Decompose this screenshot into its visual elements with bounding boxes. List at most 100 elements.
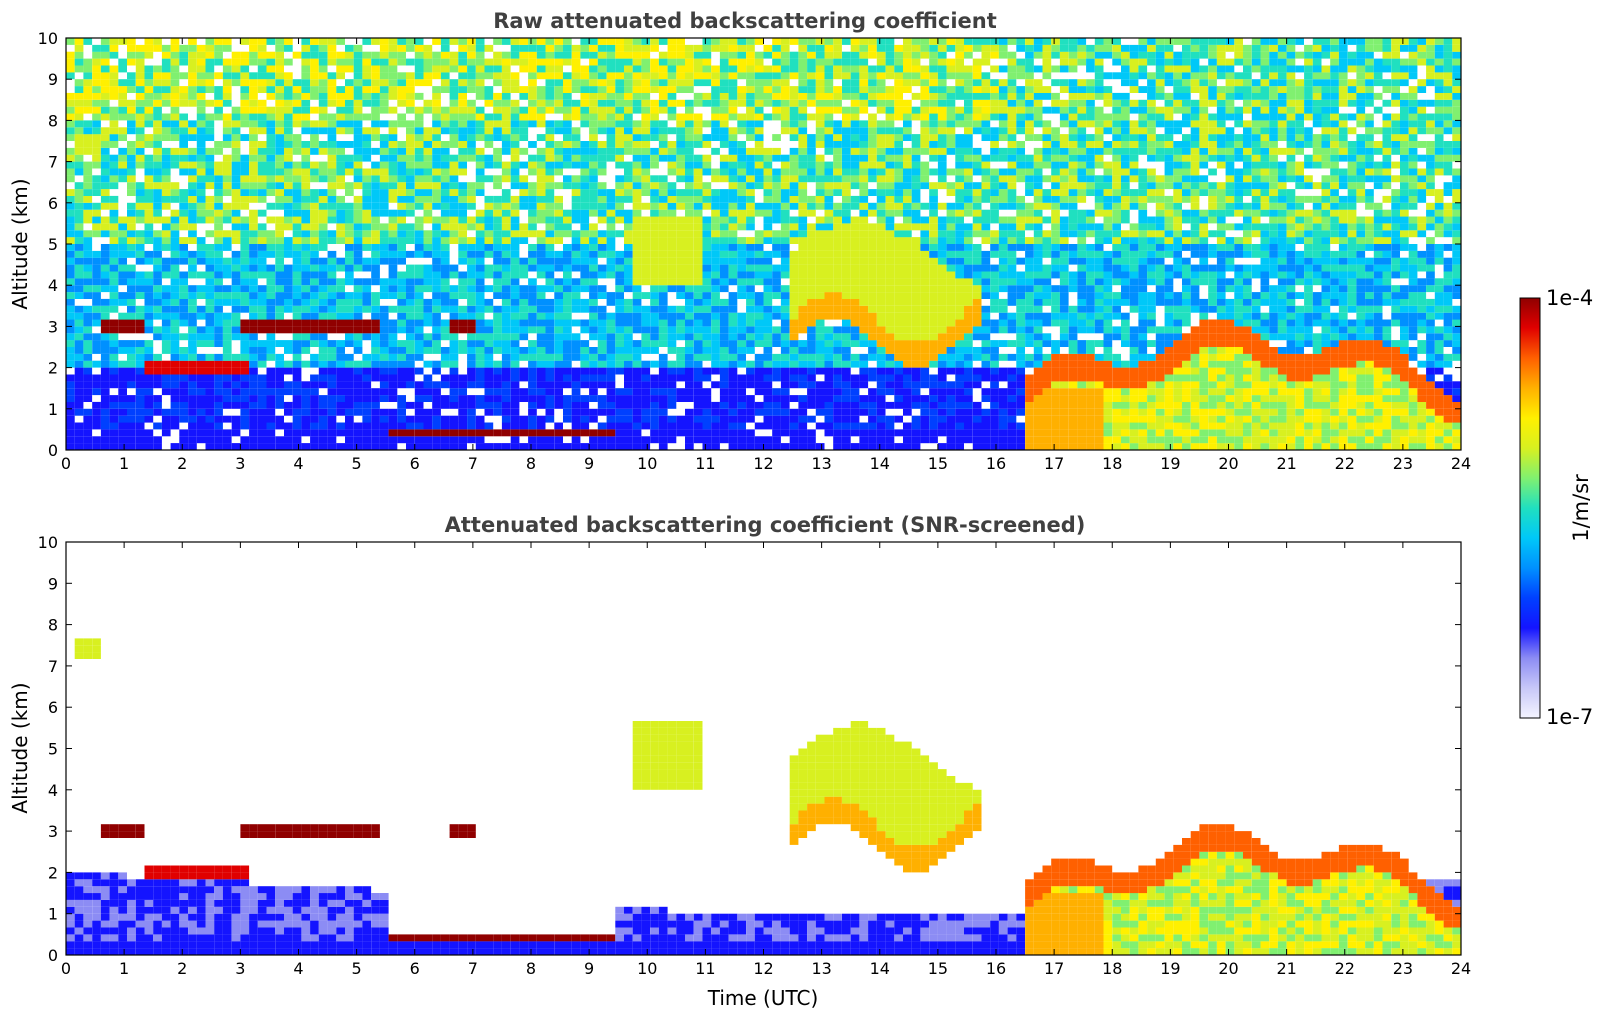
heatmap-cell <box>222 209 232 217</box>
heatmap-cell <box>580 92 590 100</box>
heatmap-cell <box>83 244 93 251</box>
heatmap-cell <box>458 216 467 224</box>
heatmap-cell <box>196 161 206 169</box>
heatmap-cell <box>780 161 790 169</box>
heatmap-cell <box>711 422 720 430</box>
heatmap-cell <box>850 106 860 114</box>
heatmap-cell <box>615 305 624 313</box>
heatmap-cell <box>205 443 215 450</box>
heatmap-cell <box>345 326 354 334</box>
heatmap-cell <box>702 134 712 141</box>
heatmap-cell <box>231 326 241 334</box>
heatmap-cell <box>815 79 825 87</box>
heatmap-cell <box>772 340 781 347</box>
heatmap-cell <box>266 244 276 251</box>
heatmap-cell <box>528 202 537 210</box>
heatmap-cell <box>301 237 311 244</box>
heatmap-cell <box>606 127 616 135</box>
heatmap-cell <box>824 202 834 210</box>
heatmap-cell <box>667 436 677 444</box>
heatmap-cell <box>493 223 502 231</box>
heatmap-cell <box>179 99 188 107</box>
heatmap-cell <box>746 305 755 313</box>
heatmap-cell <box>685 127 694 135</box>
heatmap-cell <box>563 120 572 128</box>
heatmap-cell <box>519 298 529 306</box>
heatmap-cell <box>432 182 441 190</box>
heatmap-cell <box>161 216 171 224</box>
heatmap-cell <box>807 92 816 100</box>
heatmap-cell <box>257 51 267 59</box>
heatmap-cell <box>170 161 180 169</box>
heatmap-cell <box>371 278 380 286</box>
heatmap-cell <box>702 395 712 402</box>
heatmap-cell <box>127 395 136 402</box>
heatmap-cell <box>371 429 380 437</box>
heatmap-cell <box>362 408 372 416</box>
heatmap-cell <box>92 44 101 52</box>
heatmap-cell <box>353 326 363 334</box>
heatmap-cell <box>676 292 685 299</box>
heatmap-cell <box>580 72 590 80</box>
heatmap-cell <box>266 230 276 238</box>
heatmap-cell <box>353 175 363 183</box>
heatmap-cell <box>536 58 546 66</box>
heatmap-cell <box>284 401 293 409</box>
heatmap-cell <box>728 44 738 52</box>
heatmap-cell <box>580 120 590 128</box>
heatmap-cell <box>292 147 302 155</box>
heatmap-cell <box>868 347 877 354</box>
heatmap-cell <box>754 340 764 347</box>
heatmap-cell <box>327 319 337 327</box>
heatmap-cell <box>275 326 284 334</box>
heatmap-cell <box>868 120 877 128</box>
heatmap-cell <box>292 86 302 93</box>
heatmap-cell <box>318 347 328 354</box>
heatmap-cell <box>301 443 311 450</box>
heatmap-cell <box>876 429 886 437</box>
heatmap-cell <box>772 278 781 286</box>
heatmap-cell <box>214 278 223 286</box>
heatmap-cell <box>719 271 729 279</box>
heatmap-cell <box>266 408 276 416</box>
heatmap-cell <box>519 44 529 52</box>
heatmap-cell <box>345 209 354 217</box>
heatmap-cell <box>275 168 284 176</box>
heatmap-cell <box>632 161 642 169</box>
heatmap-cell <box>66 443 75 450</box>
heatmap-cell <box>693 388 703 396</box>
heatmap-cell <box>737 264 746 272</box>
heatmap-cell <box>127 141 136 148</box>
heatmap-cell <box>440 51 450 59</box>
heatmap-cell <box>440 209 450 217</box>
heatmap-cell <box>336 182 345 190</box>
heatmap-cell <box>719 298 729 306</box>
heatmap-cell <box>301 168 311 176</box>
heatmap-cell <box>318 436 328 444</box>
heatmap-cell <box>222 319 232 327</box>
heatmap-cell <box>589 134 598 141</box>
heatmap-cell <box>388 443 398 450</box>
heatmap-cell <box>379 285 389 293</box>
heatmap-cell <box>850 395 860 402</box>
heatmap-cell <box>205 285 215 293</box>
heatmap-cell <box>440 319 450 327</box>
heatmap-cell <box>667 374 677 382</box>
heatmap-cell <box>563 326 572 334</box>
heatmap-cell <box>301 72 311 80</box>
heatmap-cell <box>536 443 546 450</box>
heatmap-cell <box>379 202 389 210</box>
heatmap-cell <box>536 154 546 162</box>
heatmap-cell <box>310 443 319 450</box>
heatmap-cell <box>536 99 546 107</box>
heatmap-cell <box>571 86 581 93</box>
heatmap-cell <box>257 408 267 416</box>
heatmap-cell <box>807 161 816 169</box>
heatmap-cell <box>345 230 354 238</box>
heatmap-cell <box>432 264 441 272</box>
heatmap-cell <box>318 99 328 107</box>
heatmap-cell <box>615 195 624 203</box>
heatmap-cell <box>284 38 293 45</box>
heatmap-cell <box>100 189 110 196</box>
heatmap-cell <box>467 244 476 251</box>
